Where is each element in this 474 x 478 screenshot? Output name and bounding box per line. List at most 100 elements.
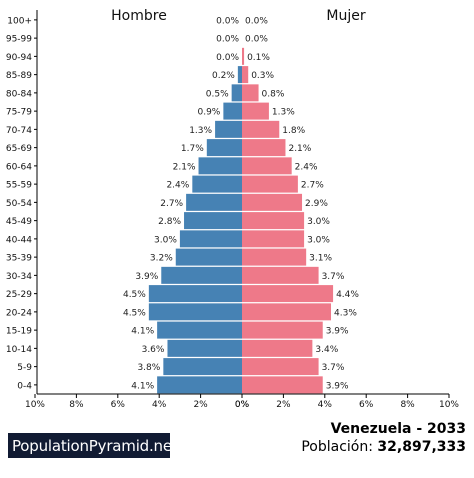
male-bar xyxy=(148,303,242,321)
y-tick-label: 15-19 xyxy=(6,327,32,337)
male-header: Hombre xyxy=(111,8,167,24)
male-value-label: 2.7% xyxy=(160,199,183,209)
female-value-label: 0.0% xyxy=(245,35,268,45)
female-bar xyxy=(242,321,323,339)
male-value-label: 0.2% xyxy=(212,71,235,81)
x-tick-label-right: 8% xyxy=(400,400,415,410)
male-value-label: 4.1% xyxy=(131,381,154,391)
female-bar xyxy=(242,266,319,284)
female-bar xyxy=(242,47,245,65)
male-bar xyxy=(157,321,242,339)
y-tick-label: 90-94 xyxy=(6,53,32,63)
x-tick-label-left: 2% xyxy=(193,400,208,410)
male-bar xyxy=(167,339,242,357)
y-tick-label: 35-39 xyxy=(6,254,32,264)
bars-layer xyxy=(148,47,334,394)
y-tick-label: 70-74 xyxy=(6,126,32,136)
population-value: 32,897,333 xyxy=(377,439,466,455)
female-value-label: 1.3% xyxy=(272,108,295,118)
y-tick-label: 65-69 xyxy=(6,144,32,154)
female-bar xyxy=(242,84,259,102)
y-tick-label: 95-99 xyxy=(6,35,32,45)
male-value-label: 0.0% xyxy=(216,53,239,63)
male-value-label: 1.3% xyxy=(189,126,212,136)
male-value-label: 4.1% xyxy=(131,327,154,337)
x-tick-label-left: 4% xyxy=(152,400,167,410)
male-value-label: 3.9% xyxy=(135,272,158,282)
female-bar xyxy=(242,339,313,357)
female-value-label: 3.1% xyxy=(309,254,332,264)
female-bar xyxy=(242,66,249,84)
x-tick-label-left: 6% xyxy=(111,400,126,410)
female-value-label: 0.8% xyxy=(262,89,285,99)
y-tick-label: 100+ xyxy=(7,16,32,26)
female-bar xyxy=(242,285,334,303)
male-bar xyxy=(163,358,242,376)
female-value-label: 3.4% xyxy=(315,345,338,355)
female-value-label: 3.9% xyxy=(326,327,349,337)
population-label: Población: xyxy=(301,439,373,455)
y-tick-label: 20-24 xyxy=(6,308,32,318)
female-value-label: 0.1% xyxy=(247,53,270,63)
male-value-label: 2.8% xyxy=(158,217,181,227)
male-value-label: 0.5% xyxy=(206,89,229,99)
female-header: Mujer xyxy=(326,8,365,24)
male-value-label: 2.1% xyxy=(173,162,196,172)
male-value-label: 1.7% xyxy=(181,144,204,154)
female-bar xyxy=(242,376,323,394)
x-tick-label-left: 10% xyxy=(25,400,45,410)
male-value-label: 3.6% xyxy=(142,345,165,355)
x-tick-label-right: 6% xyxy=(359,400,374,410)
male-value-label: 4.5% xyxy=(123,290,146,300)
female-bar xyxy=(242,303,332,321)
y-tick-label: 60-64 xyxy=(6,162,32,172)
male-value-label: 0.9% xyxy=(197,108,220,118)
female-value-label: 1.8% xyxy=(282,126,305,136)
male-bar xyxy=(186,193,242,211)
labels-layer: 4.1% 3.9% 3.8% 3.7% 3.6% 3.4% 4.1% 3.9% 4.5% 4.3%… xyxy=(123,16,359,391)
country-year: Venezuela - 2033 xyxy=(330,421,466,437)
female-bar xyxy=(242,102,269,120)
female-bar xyxy=(242,193,303,211)
male-bar xyxy=(175,248,242,266)
male-bar xyxy=(215,120,242,138)
female-value-label: 3.0% xyxy=(307,235,330,245)
female-bar xyxy=(242,230,305,248)
y-tick-label: 25-29 xyxy=(6,290,32,300)
female-value-label: 3.7% xyxy=(322,363,345,373)
x-tick-label-right: 2% xyxy=(276,400,291,410)
axis-layer: 0-4 5-9 10-14 15-19 20-24 25-29 30-34 35-39 40-4… xyxy=(6,10,459,410)
y-tick-label: 5-9 xyxy=(17,363,32,373)
female-bar xyxy=(242,139,286,157)
male-value-label: 4.5% xyxy=(123,308,146,318)
male-value-label: 0.0% xyxy=(216,16,239,26)
female-value-label: 2.4% xyxy=(295,162,318,172)
female-value-label: 3.9% xyxy=(326,381,349,391)
x-tick-label-right: 4% xyxy=(318,400,333,410)
female-bar xyxy=(242,120,280,138)
y-tick-label: 40-44 xyxy=(6,235,32,245)
brand-logo[interactable]: PopulationPyramid.net xyxy=(8,433,178,458)
female-bar xyxy=(242,358,319,376)
female-bar xyxy=(242,157,292,175)
female-value-label: 4.3% xyxy=(334,308,357,318)
male-bar xyxy=(223,102,242,120)
female-value-label: 0.3% xyxy=(251,71,274,81)
female-value-label: 3.0% xyxy=(307,217,330,227)
x-tick-label-left: 0% xyxy=(235,400,250,410)
male-bar xyxy=(179,230,242,248)
y-tick-label: 55-59 xyxy=(6,181,32,191)
female-value-label: 3.7% xyxy=(322,272,345,282)
female-value-label: 2.7% xyxy=(301,181,324,191)
female-bar xyxy=(242,175,298,193)
y-tick-label: 85-89 xyxy=(6,71,32,81)
male-bar xyxy=(206,139,242,157)
female-value-label: 4.4% xyxy=(336,290,359,300)
y-tick-label: 10-14 xyxy=(6,345,32,355)
y-tick-label: 75-79 xyxy=(6,108,32,118)
y-tick-label: 45-49 xyxy=(6,217,32,227)
female-bar xyxy=(242,212,305,230)
male-bar xyxy=(237,66,242,84)
female-value-label: 2.9% xyxy=(305,199,328,209)
